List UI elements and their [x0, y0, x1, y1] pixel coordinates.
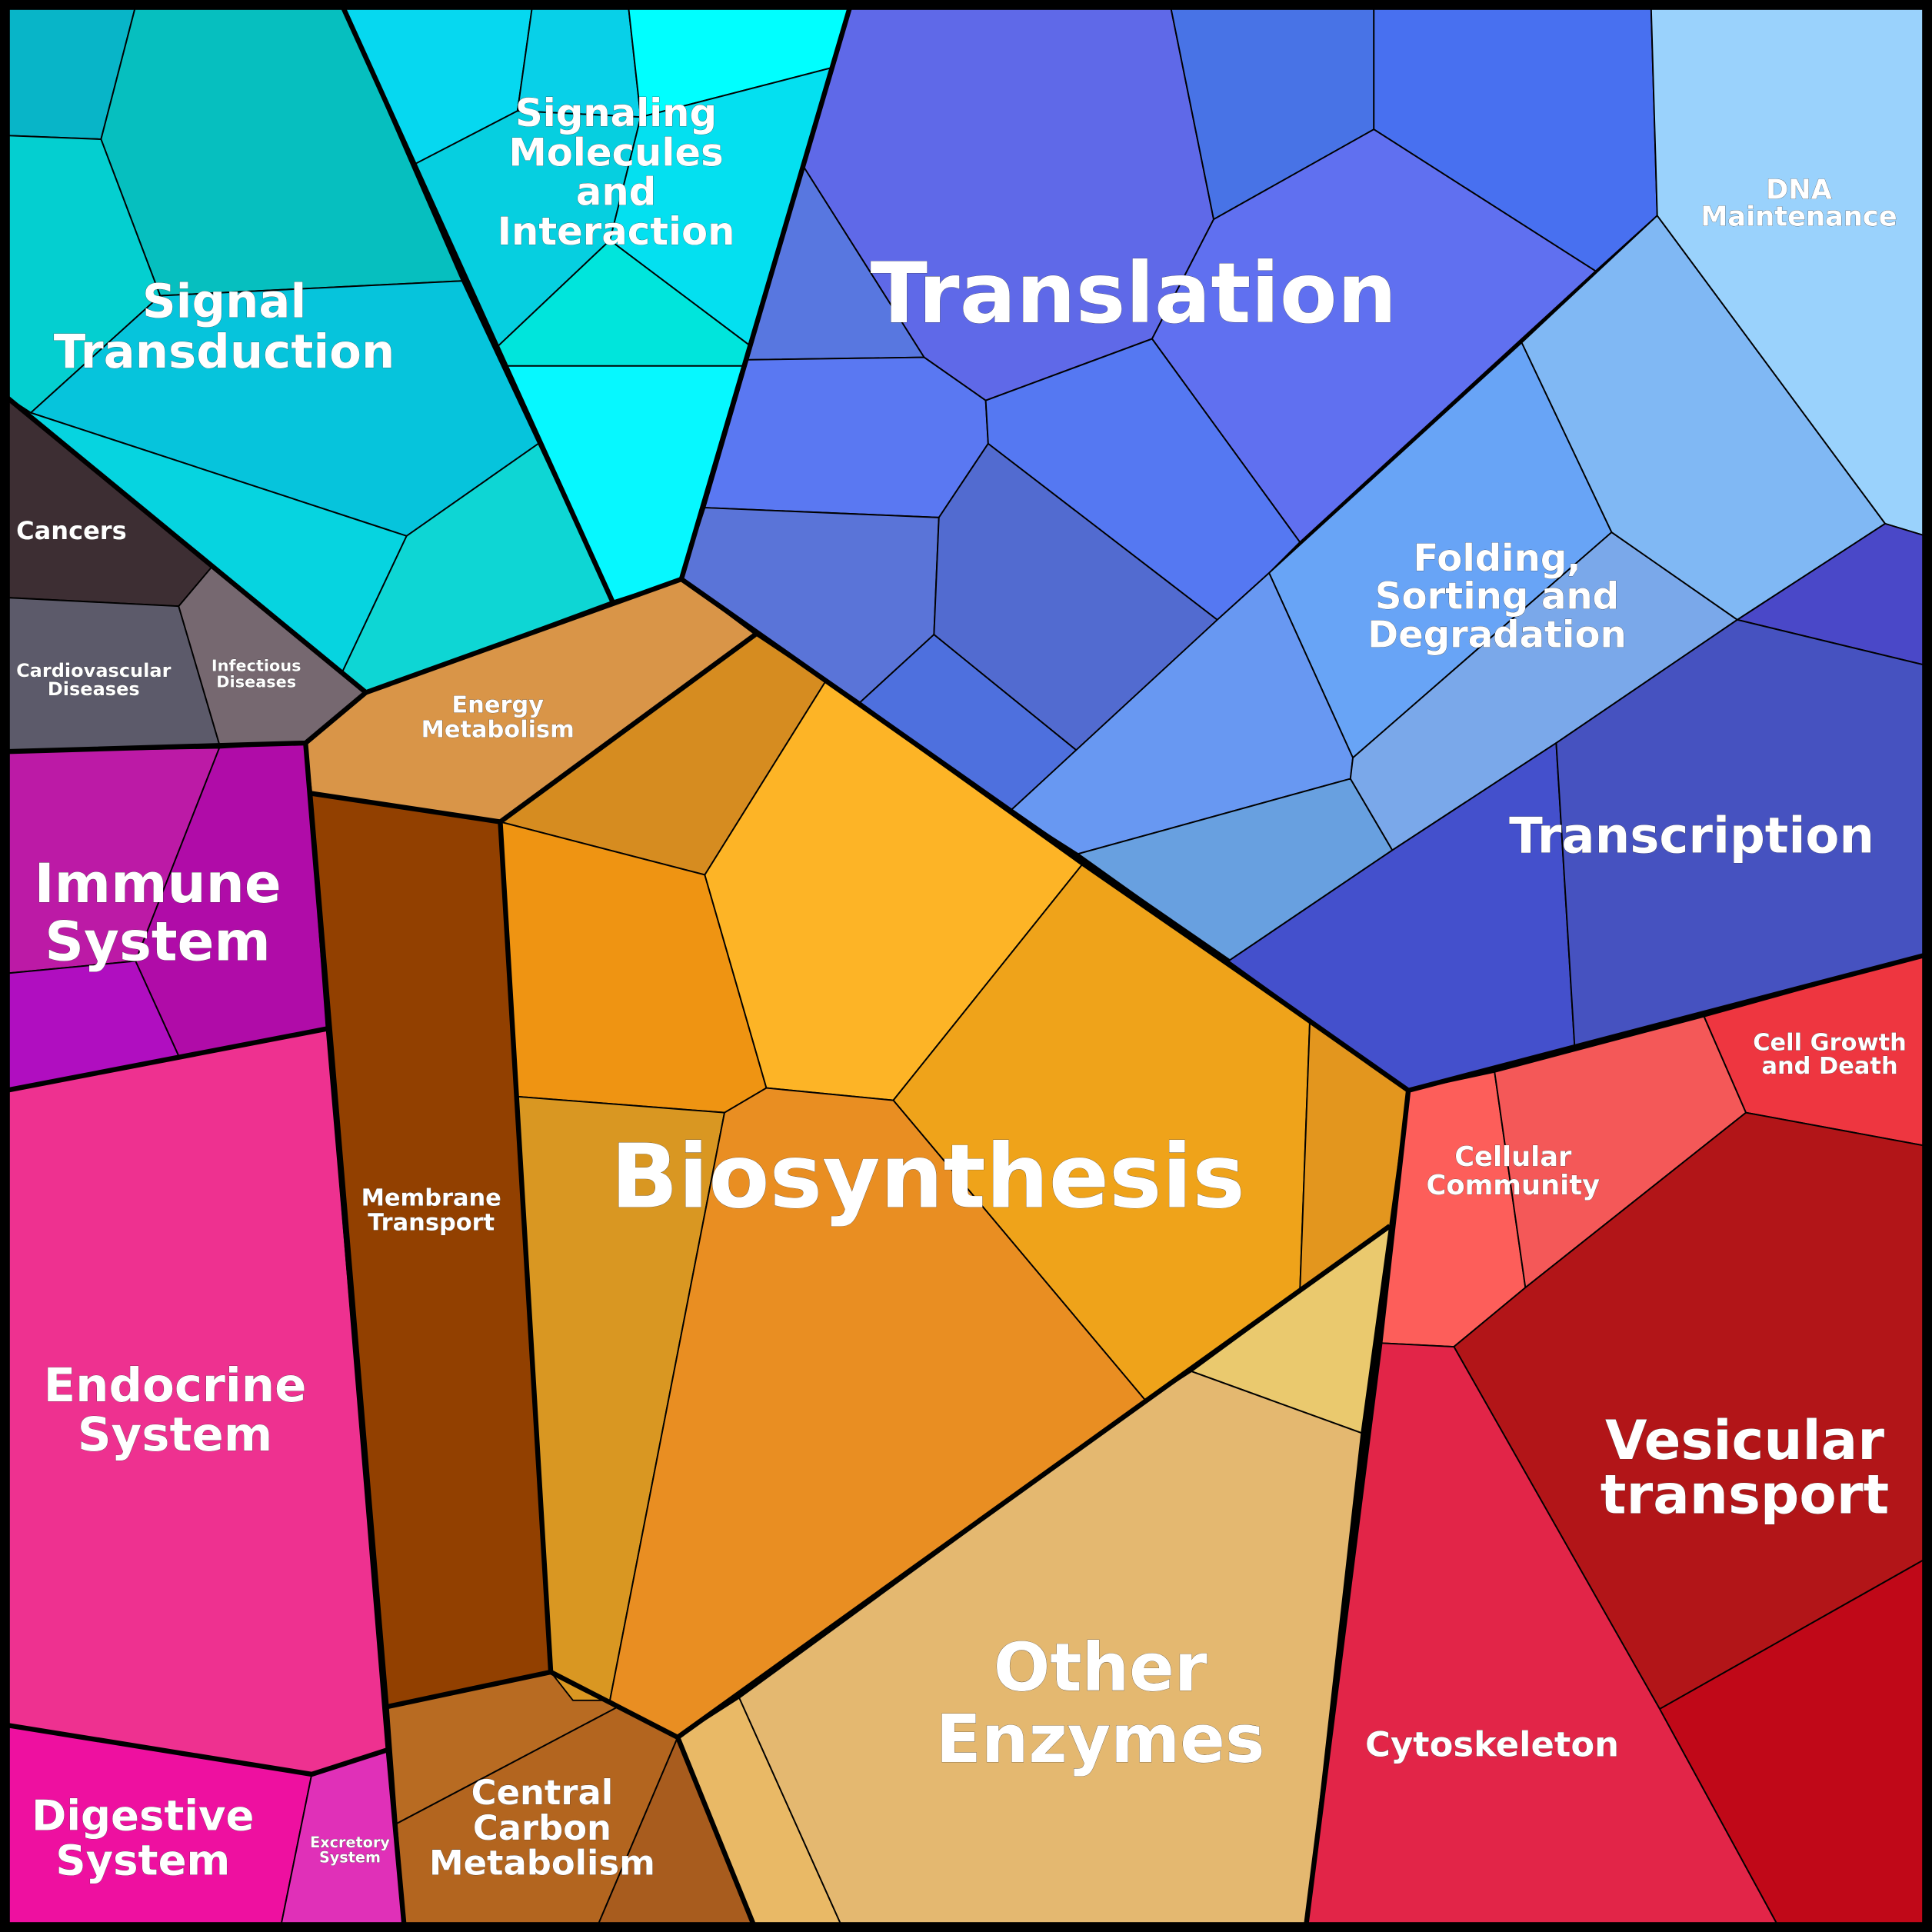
region-label: and [576, 170, 656, 215]
region-label: Cell Growth [1753, 1029, 1907, 1056]
group-border [676, 1224, 1391, 1740]
region-label: Degradation [1367, 613, 1626, 656]
labels: SignalTransductionSignalingMoleculesandI… [16, 91, 1907, 1885]
region-label: Energy [451, 691, 544, 718]
group-border [1008, 808, 1231, 964]
cell [1151, 128, 1597, 543]
region-label: Cytoskeleton [1365, 1724, 1619, 1765]
group-borders [4, 5, 1927, 1927]
region-label: Cancers [16, 516, 127, 545]
region-label: Sorting and [1375, 575, 1619, 618]
region-label: Diseases [48, 678, 140, 700]
region-label: transport [1601, 1464, 1889, 1527]
region-label: System [319, 1848, 381, 1866]
region-label: Translation [871, 245, 1397, 342]
region-label: Metabolism [421, 717, 575, 744]
region-label: Metabolism [429, 1842, 655, 1883]
region-label: Transcription [1509, 808, 1874, 865]
region-label: System [55, 1835, 230, 1884]
region-label: DNA [1766, 174, 1833, 205]
group-border [1407, 952, 1927, 1093]
region-label: Central [471, 1772, 613, 1813]
group-border [5, 1722, 389, 1777]
region-label: Interaction [498, 209, 735, 254]
region-label: Maintenance [1700, 202, 1897, 233]
region-label: Infectious [212, 657, 301, 675]
group-border [5, 1026, 328, 1093]
region-label: Biosynthesis [611, 1126, 1245, 1229]
region-label: Cardiovascular [16, 660, 172, 681]
region-label: Signal [142, 274, 307, 328]
region-label: Diseases [216, 673, 296, 691]
region-label: Vesicular [1605, 1409, 1884, 1472]
region-label: Other [994, 1630, 1208, 1707]
region-label: Transport [368, 1209, 495, 1236]
region-label: Cellular [1454, 1141, 1572, 1173]
cells [5, 5, 1927, 1927]
group-border [311, 791, 554, 1709]
group-border [498, 632, 757, 824]
region-label: Excretory [310, 1834, 390, 1851]
region-label: Immune [34, 852, 281, 915]
region-label: Signaling [515, 91, 717, 135]
region-label: Enzymes [936, 1701, 1265, 1778]
cell [704, 356, 989, 518]
region-label: Digestive [32, 1791, 254, 1840]
region-label: Carbon [473, 1807, 611, 1848]
region-label: Community [1427, 1170, 1601, 1201]
region-label: Folding, [1413, 537, 1581, 580]
region-label: and Death [1761, 1053, 1897, 1080]
region-label: Endocrine [44, 1358, 307, 1413]
region-label: System [78, 1407, 273, 1462]
region-label: Transduction [54, 325, 395, 379]
region-label: System [45, 910, 271, 973]
group-border [340, 5, 615, 603]
region-label: Molecules [508, 130, 723, 175]
region-label: Membrane [361, 1184, 501, 1211]
